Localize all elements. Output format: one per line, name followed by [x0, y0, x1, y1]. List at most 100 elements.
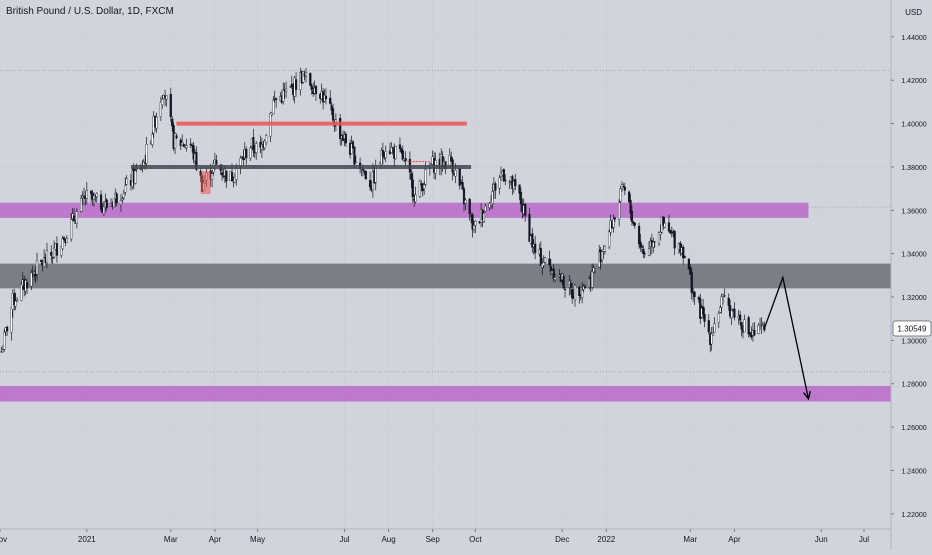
x-tick-label: Apr	[209, 535, 222, 544]
candle-body	[462, 188, 466, 205]
candle-body	[418, 181, 421, 198]
candle-body	[703, 314, 706, 322]
candle-body	[6, 326, 9, 332]
candle-body	[65, 238, 68, 244]
y-axis-ticks[interactable]: 1.44000 1.42000 1.40000 1.38000 1.36000 1.340…	[891, 35, 927, 519]
candle-body	[155, 116, 158, 129]
y-tick-label: 1.36000	[901, 208, 926, 215]
candle-body	[181, 142, 184, 146]
candle-body	[282, 89, 285, 102]
candle-body	[553, 277, 557, 280]
y-tick-label: 1.32000	[901, 295, 926, 302]
candle-body	[619, 188, 622, 202]
candle-body	[265, 135, 268, 143]
y-tick-label: 1.30000	[901, 338, 926, 345]
candle-body	[488, 203, 491, 208]
candle-body	[747, 317, 750, 335]
candle-body	[581, 290, 584, 298]
candle-body	[401, 150, 404, 160]
candle-body	[145, 144, 148, 164]
candle-body	[748, 332, 752, 336]
candle-body	[514, 178, 517, 187]
candle-body	[272, 100, 275, 114]
zones	[0, 202, 891, 402]
candle-body	[94, 197, 97, 199]
candle-body	[45, 250, 49, 264]
candle-body	[159, 102, 162, 117]
candle-body	[454, 170, 457, 177]
candle-body	[663, 223, 666, 228]
candle-body	[171, 118, 174, 127]
candle-body	[51, 257, 54, 259]
candle-body	[458, 168, 461, 186]
candle-body	[189, 143, 192, 146]
candle-body	[165, 95, 168, 100]
candle-body	[761, 323, 765, 325]
candle-body	[411, 179, 414, 198]
candle-body	[682, 246, 685, 259]
candle-body	[135, 168, 138, 170]
candle-body	[70, 219, 73, 240]
y-tick-label: 1.42000	[901, 78, 926, 85]
candle-body	[673, 230, 676, 249]
candle-body	[255, 143, 258, 154]
x-tick-label: Oct	[469, 535, 482, 544]
candle-body	[482, 212, 486, 223]
candle-body	[552, 268, 555, 279]
candle-body	[115, 193, 118, 204]
y-tick-label: 1.24000	[901, 468, 926, 475]
candle-body	[294, 79, 298, 90]
candle-body	[562, 275, 565, 289]
candle-body	[242, 156, 245, 161]
candles	[0, 67, 766, 353]
candle-body	[632, 221, 635, 224]
candle-body	[657, 232, 661, 244]
candle-body	[34, 272, 37, 277]
candle-body	[82, 195, 86, 198]
x-tick-label: Dec	[555, 535, 569, 544]
candle-body	[670, 231, 673, 234]
candle-body	[60, 246, 63, 256]
candle-body	[175, 135, 178, 139]
y-tick-label: 1.34000	[901, 252, 926, 259]
candle-body	[717, 313, 720, 323]
candle-body	[310, 85, 313, 90]
candle-body	[702, 306, 705, 315]
candle-body	[461, 181, 464, 190]
x-tick-label: Nov	[0, 535, 7, 544]
price-tag-box	[892, 320, 932, 337]
candle-body	[50, 251, 53, 256]
candle-body	[498, 177, 501, 189]
candle-body	[719, 307, 722, 313]
candle-body	[612, 218, 615, 228]
candle-body	[603, 245, 607, 252]
candle-body	[583, 286, 587, 289]
candle-body	[484, 205, 487, 212]
candle-body	[531, 233, 534, 248]
candle-body	[739, 314, 742, 321]
candle-body	[618, 202, 621, 220]
candle-body	[210, 173, 214, 180]
candle-body	[622, 186, 625, 188]
y-tick-label: 1.44000	[901, 35, 926, 42]
x-axis-ticks[interactable]: Nov 2021 Mar Apr May Jul Aug Sep Oct Dec 2022 Mar Ap…	[0, 529, 869, 544]
candle-body	[368, 179, 372, 188]
candle-body	[743, 319, 746, 333]
candle-body	[633, 222, 636, 226]
arrow-head	[803, 390, 811, 401]
candle-body	[643, 253, 646, 255]
x-tick-label: Sep	[426, 535, 441, 544]
candle-body	[173, 133, 177, 149]
candle-body	[659, 232, 662, 235]
candle-body	[324, 96, 328, 100]
candle-body	[61, 238, 64, 249]
candle-body	[693, 291, 696, 298]
candle-body	[474, 220, 477, 226]
candle-body	[571, 289, 574, 299]
last-price-tag: 1.30549	[892, 320, 932, 337]
candle-body	[15, 299, 19, 302]
candle-body	[20, 284, 23, 301]
candle-body	[225, 170, 228, 182]
